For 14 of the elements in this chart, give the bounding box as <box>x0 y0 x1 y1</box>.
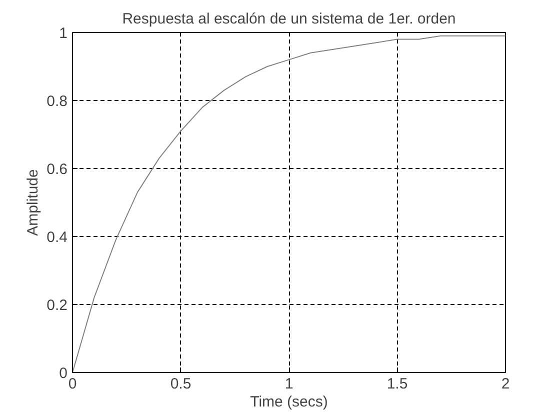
x-tick-label: 0.5 <box>170 376 192 392</box>
y-tick-label: 0.4 <box>46 229 68 246</box>
y-tick-label: 0.6 <box>46 161 68 178</box>
x-tick-label: 2 <box>501 376 510 392</box>
chart-title: Respuesta al escalón de un sistema de 1er. orden <box>122 10 456 28</box>
y-tick-label: 0.8 <box>46 93 68 110</box>
y-axis-title: Amplitude <box>24 169 42 236</box>
y-tick-label: 0 <box>59 365 68 382</box>
y-tick-label: 0.2 <box>46 297 68 314</box>
y-tick-label: 1 <box>59 25 68 42</box>
line-series <box>72 35 506 372</box>
x-tick-label: 1.5 <box>386 376 408 392</box>
x-axis-title: Time (secs) <box>250 394 328 410</box>
x-tick-label: 1 <box>284 376 294 392</box>
